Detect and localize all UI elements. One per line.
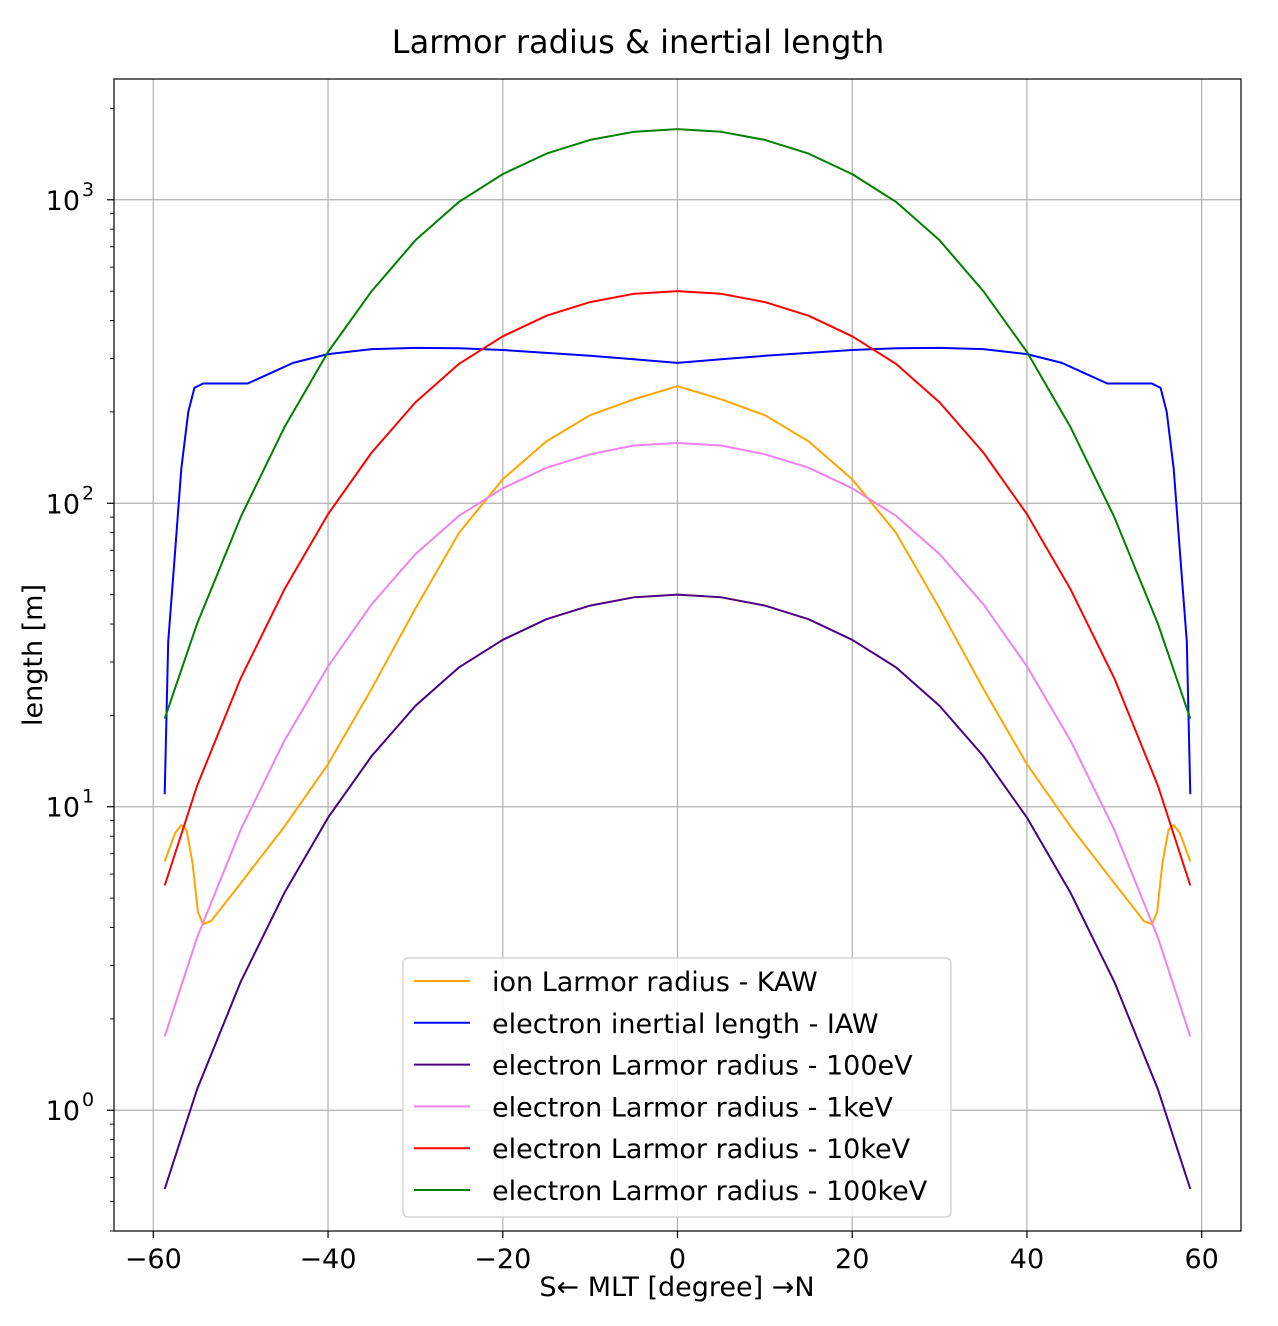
y-tick-exponent: 0 (82, 1089, 94, 1111)
x-tick-label: −20 (474, 1244, 531, 1275)
x-tick-label: −60 (125, 1244, 182, 1275)
y-axis-label: length [m] (18, 584, 49, 726)
grid (114, 79, 1241, 1231)
y-tick-base: 10 (46, 1096, 80, 1127)
series-line (163, 593, 1192, 1190)
y-tick-exponent: 1 (82, 786, 94, 808)
legend-label: electron Larmor radius - 10keV (492, 1134, 911, 1165)
x-tick-label: −40 (300, 1244, 357, 1275)
chart-title: Larmor radius & inertial length (392, 23, 884, 61)
y-tick-label: 10 (46, 186, 80, 217)
y-tick-base: 10 (46, 793, 80, 824)
x-tick-label: 0 (669, 1244, 686, 1275)
series-layer (163, 128, 1192, 1190)
series-line (163, 128, 1192, 720)
y-tick-exponent: 2 (82, 482, 94, 504)
y-tick-base: 10 (46, 186, 80, 217)
legend: ion Larmor radius - KAW electron inertial… (402, 957, 952, 1218)
legend-label: electron inertial length - IAW (492, 1009, 879, 1040)
x-axis-label: S← MLT [degree] →N (539, 1272, 814, 1303)
x-tick-label: 60 (1185, 1244, 1219, 1275)
y-tick-base: 10 (46, 489, 80, 520)
y-tick-label: 10 (46, 793, 80, 824)
y-tick-label: 10 (46, 489, 80, 520)
x-tick-label: 40 (1010, 1244, 1044, 1275)
series-line (163, 346, 1192, 795)
legend-box (402, 957, 952, 1218)
series-line (163, 290, 1192, 886)
legend-label: ion Larmor radius - KAW (492, 967, 818, 998)
series-line (163, 442, 1192, 1037)
legend-label: electron Larmor radius - 100eV (492, 1051, 913, 1082)
y-tick-exponent: 3 (82, 179, 94, 201)
x-tick-label: 20 (835, 1244, 869, 1275)
legend-label: electron Larmor radius - 100keV (492, 1176, 928, 1207)
y-tick-label: 10 (46, 1096, 80, 1127)
legend-label: electron Larmor radius - 1keV (492, 1092, 893, 1123)
